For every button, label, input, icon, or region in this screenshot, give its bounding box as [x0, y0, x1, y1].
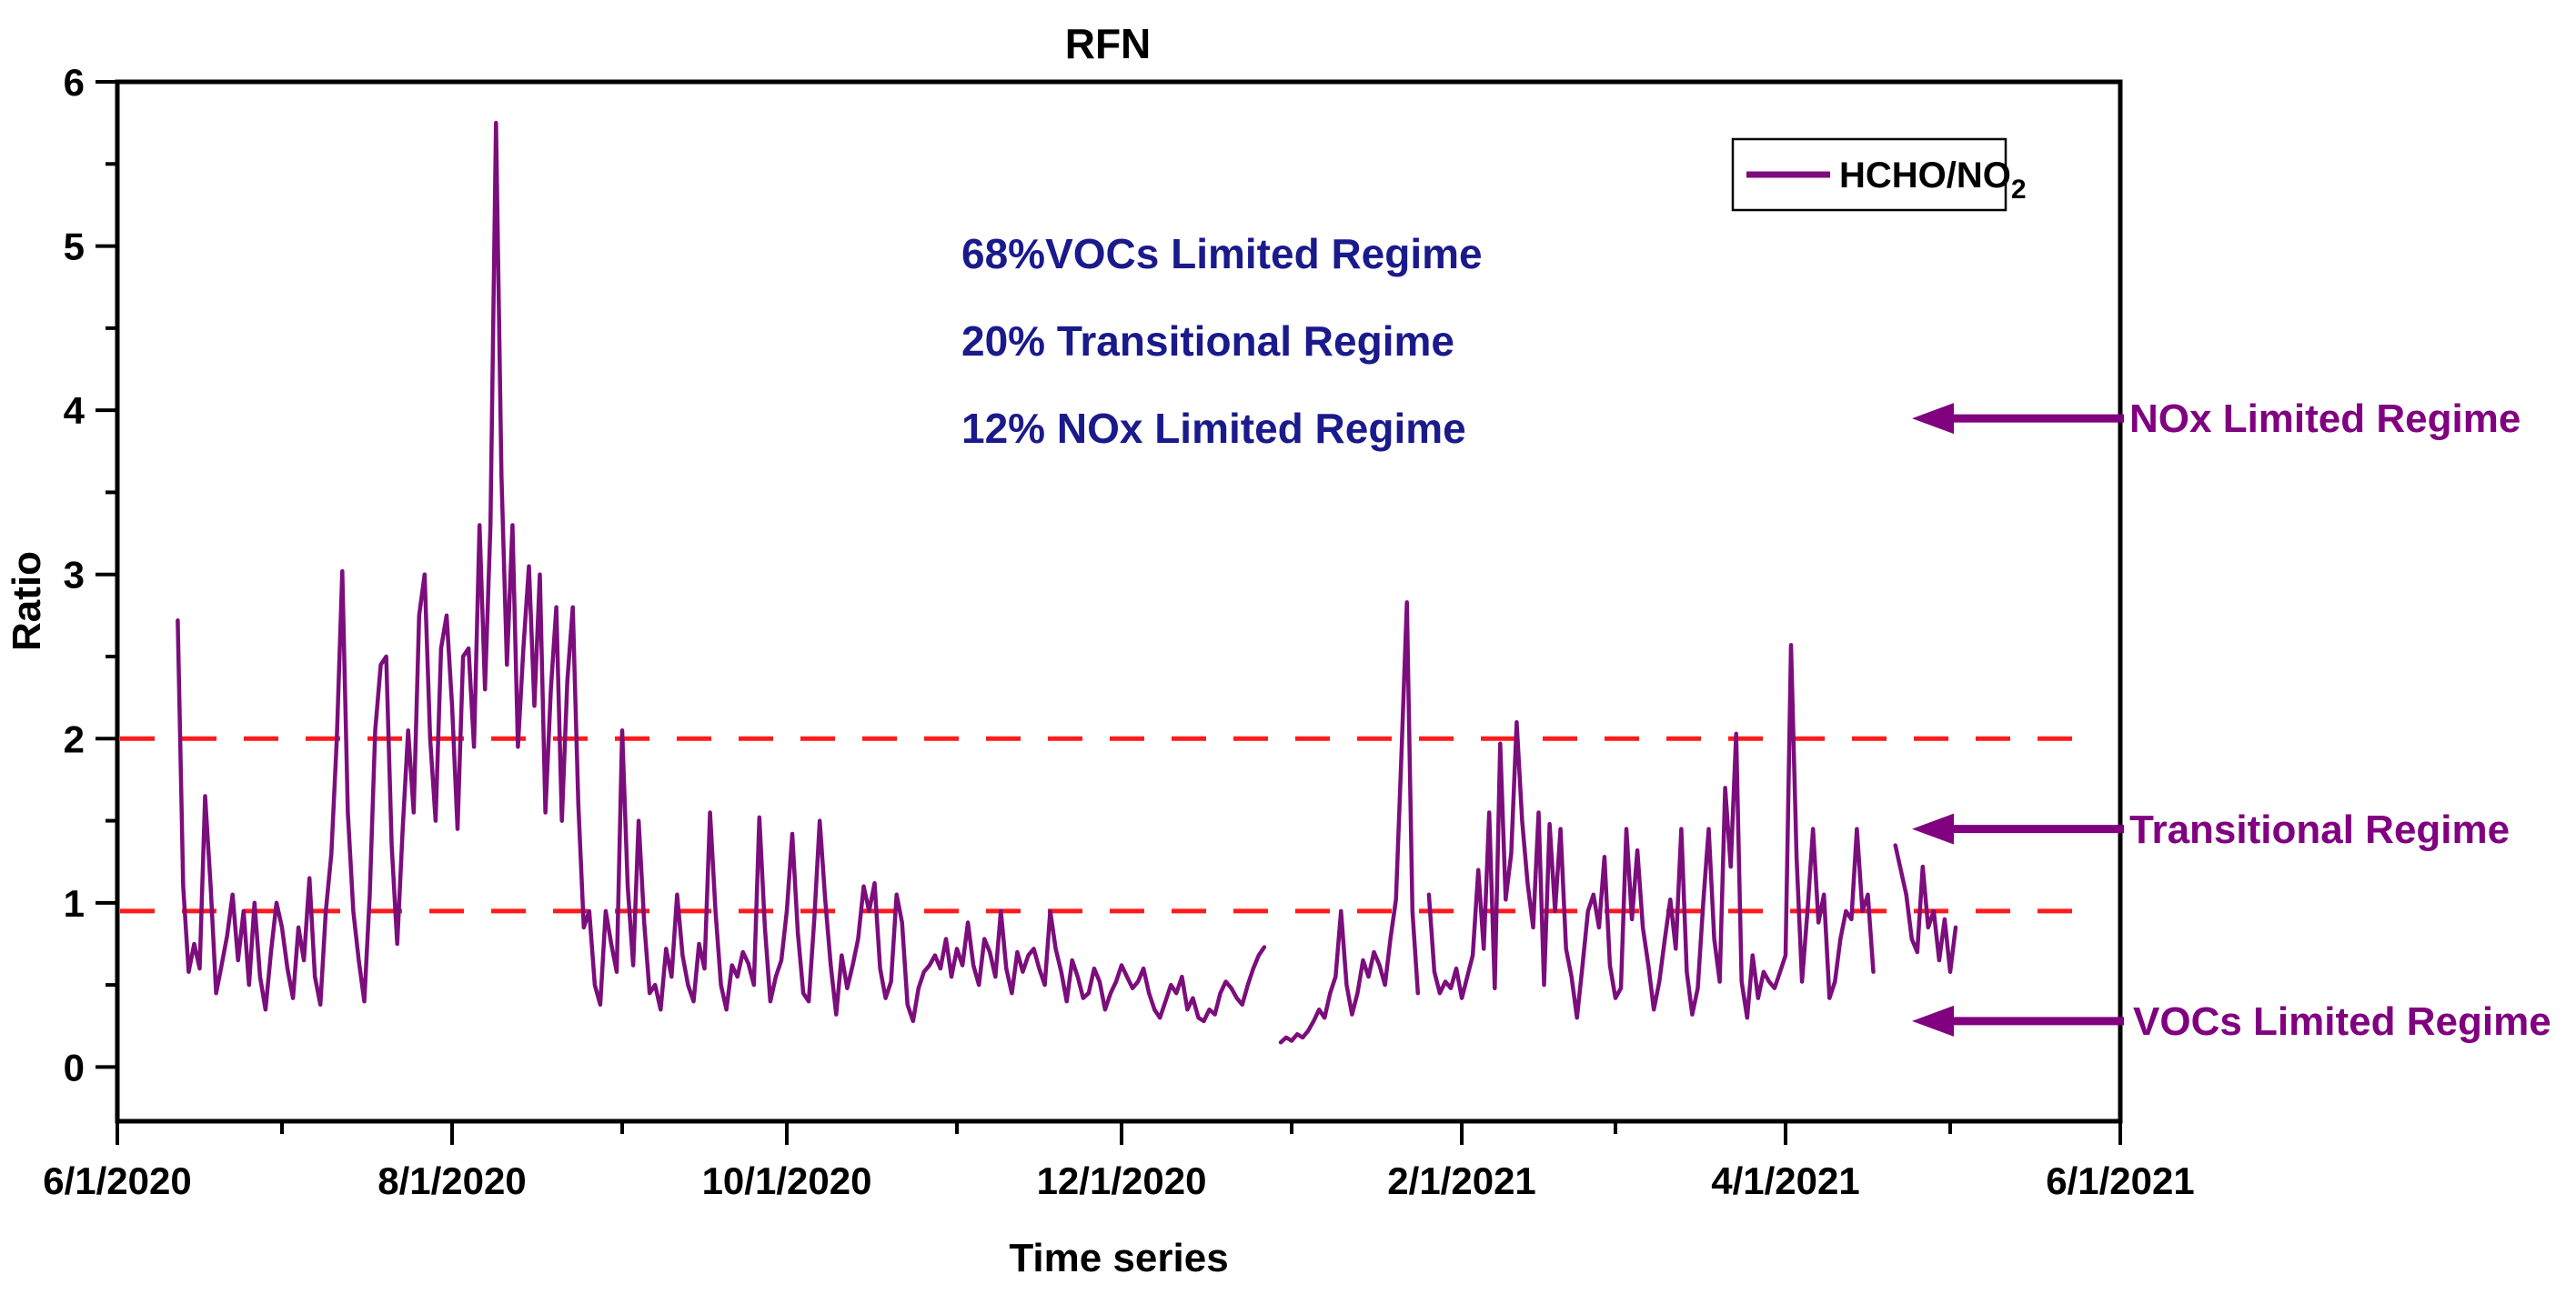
y-tick-label: 0	[64, 1046, 85, 1088]
y-tick-label: 4	[64, 389, 86, 432]
series-line-hcho-no2	[176, 120, 1958, 1045]
label-nox-limited-regime: NOx Limited Regime	[2129, 396, 2521, 441]
legend: HCHO/NO2	[1731, 137, 2027, 212]
regime-arrow-head	[1912, 1005, 1954, 1037]
chart-title: RFN	[1065, 20, 1152, 67]
regime-arrow-head	[1912, 403, 1954, 435]
x-tick-label: 12/1/2020	[1037, 1159, 1207, 1202]
x-axis-label: Time series	[1009, 1236, 1228, 1280]
y-tick-label: 2	[64, 717, 85, 760]
label-transitional-regime: Transitional Regime	[2129, 807, 2510, 852]
x-tick-label: 4/1/2021	[1711, 1159, 1860, 1202]
x-tick-labels: 6/1/2020 8/1/2020 10/1/2020 12/1/2020 2/1/20…	[43, 1159, 2195, 1202]
y-tick-label: 6	[64, 61, 85, 104]
y-axis-label: Ratio	[5, 551, 49, 651]
annotation-vocs-limited-pct: 68%VOCs Limited Regime	[961, 230, 1483, 277]
annotation-transitional-pct: 20% Transitional Regime	[961, 317, 1454, 365]
x-tick-label: 10/1/2020	[702, 1159, 872, 1202]
y-tick-label: 1	[64, 882, 85, 925]
hcho-no2-line	[176, 120, 1958, 1045]
y-tick-labels: 0 1 2 3 4 5 6	[64, 61, 86, 1088]
x-tick-label: 2/1/2021	[1387, 1159, 1536, 1202]
x-tick-label: 6/1/2020	[43, 1159, 192, 1202]
y-tick-label: 3	[64, 554, 85, 597]
label-vocs-limited-regime: VOCs Limited Regime	[2133, 999, 2551, 1044]
reference-dashed-lines	[120, 736, 2097, 914]
regime-arrow-head	[1912, 813, 1954, 845]
plot-border	[115, 79, 2123, 1124]
annotation-nox-limited-pct: 12% NOx Limited Regime	[961, 405, 1466, 452]
y-tick-label: 5	[64, 226, 85, 268]
x-tick-label: 8/1/2020	[377, 1159, 527, 1202]
x-tick-label: 6/1/2021	[2046, 1159, 2195, 1202]
regime-arrows	[1912, 403, 2124, 1037]
legend-label: HCHO/NO2	[1839, 155, 2027, 205]
axis-ticks	[96, 80, 2122, 1145]
